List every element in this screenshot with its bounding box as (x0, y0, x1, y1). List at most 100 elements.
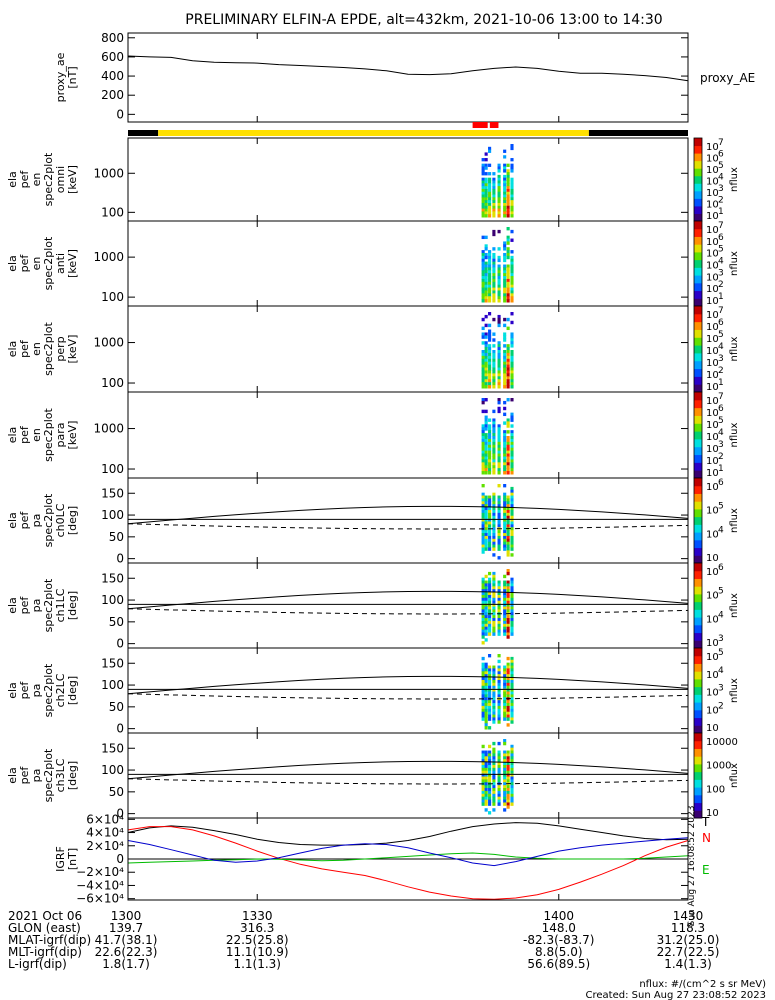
spectrogram-cell (488, 379, 492, 383)
spectrogram-cell (488, 629, 492, 633)
ytick-label: 150 (101, 571, 124, 585)
colorbar-segment (694, 763, 702, 773)
spectrogram-cell (488, 677, 492, 681)
spectrogram-cell (503, 367, 507, 371)
spectrogram-cell (510, 799, 514, 803)
spectrogram-cell (492, 750, 496, 754)
spectrogram-cell (510, 671, 514, 675)
spectrogram-cell (497, 538, 501, 543)
panel-orbit-status (128, 122, 688, 136)
spectrogram-cell (484, 270, 488, 274)
spectrogram-cell (497, 163, 501, 167)
spectrogram-cell (484, 632, 488, 636)
spectrogram-cell (484, 244, 488, 248)
spectrogram-cell (492, 753, 496, 757)
spectrogram-cell (481, 586, 485, 590)
spectrogram-cell (510, 459, 514, 463)
spectrogram-cell (503, 694, 507, 698)
ylabel-line: spec2plot (42, 408, 55, 462)
colorbar-tick: 10 (706, 591, 719, 602)
spectrogram-cell (510, 320, 514, 325)
spectrogram-cell (503, 808, 507, 812)
footer-cell: 22.6(22.3) (95, 945, 158, 959)
spectrogram-cell (503, 462, 507, 466)
spectrogram-cell (503, 773, 507, 777)
colorbar-segment (694, 555, 702, 564)
spectrogram-cell (484, 255, 488, 260)
spectrogram-cell (481, 166, 485, 170)
spectrogram-cell (481, 779, 485, 783)
spectrogram-cell (492, 180, 496, 184)
spectrogram-cell (503, 779, 507, 783)
loss-cone-line (127, 760, 689, 780)
spectrogram-cell (481, 507, 485, 511)
spectrogram-cell (497, 615, 501, 619)
spectrogram-cell (503, 244, 507, 248)
spectrogram-cell (506, 790, 510, 795)
spectrogram-cell (510, 583, 514, 587)
spectrogram-cell (503, 252, 507, 257)
spectrogram-cell (510, 776, 514, 780)
spectrogram-cell (503, 620, 507, 625)
spectrogram-cell (506, 465, 510, 469)
orbit-segment (158, 130, 589, 136)
spectrogram-cell (481, 521, 485, 525)
spectrogram-cell (484, 382, 488, 386)
spectrogram-cell (488, 441, 492, 446)
spectrogram-cell (484, 441, 488, 446)
colorbar-exponent: 3 (718, 184, 724, 194)
spectrogram-cell (492, 711, 496, 716)
spectrogram-cell (492, 589, 496, 593)
spectrogram-cell (481, 172, 485, 176)
spectrogram-cell (503, 790, 507, 795)
spectrogram-cell (488, 770, 492, 775)
spectrogram-cell (497, 453, 501, 457)
spectrogram-cell (506, 276, 510, 280)
spectrogram-cell (503, 700, 507, 704)
colorbar-exponent: 3 (718, 684, 724, 694)
spectrogram-cell (492, 609, 496, 613)
spectrogram-cell (481, 373, 485, 377)
spectrogram-cell (510, 370, 514, 374)
spectrogram-cell (506, 788, 510, 792)
spectrogram-cell (503, 264, 507, 268)
spectrogram-cell (510, 273, 514, 277)
spectrogram-cell (484, 533, 488, 537)
spectrogram-cell (497, 471, 501, 475)
spectrogram-cell (484, 361, 488, 366)
spectrogram-cell (492, 518, 496, 522)
spectrogram-cell (488, 180, 492, 184)
spectrogram-cell (492, 629, 496, 633)
spectrogram-cell (510, 453, 514, 457)
spectrogram-cell (484, 376, 488, 380)
spectrogram-cell (506, 238, 510, 242)
spectrogram-cell (492, 191, 496, 196)
spectrogram-cell (492, 553, 496, 557)
spectrogram-cell (497, 654, 501, 658)
spectrogram-cell (506, 594, 510, 599)
spectrogram-cell (488, 276, 492, 280)
colorbar-tick: 10 (706, 482, 719, 493)
spectrogram-cell (484, 364, 488, 369)
spectrogram-cell (481, 276, 485, 280)
spectrogram-cell (484, 668, 488, 672)
spectrogram-cell (481, 600, 485, 605)
spectrogram-cell (503, 574, 507, 579)
spectrogram-cell (488, 811, 492, 815)
spectrogram-cell (492, 700, 496, 704)
spectrogram-cell (492, 703, 496, 707)
spectrogram-cell (506, 530, 510, 534)
spectrogram-cell (484, 538, 488, 543)
spectrogram-cell (484, 802, 488, 806)
spectrogram-cell (497, 258, 501, 263)
spectrogram-cell (488, 200, 492, 204)
spectrogram-cell (503, 615, 507, 619)
spectrogram-cell (481, 802, 485, 806)
spectrogram-cell (497, 462, 501, 466)
spectrogram-cell (497, 456, 501, 460)
spectrogram-cell (503, 750, 507, 754)
spectrogram-cell (506, 691, 510, 695)
